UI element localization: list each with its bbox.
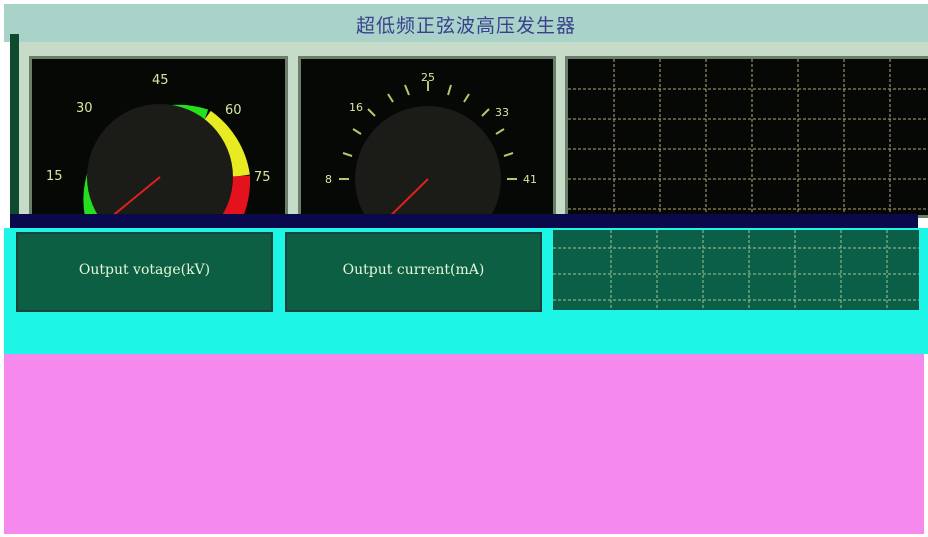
voltage-label-panel — [16, 232, 273, 312]
voltage-scale-label: 75 — [254, 170, 271, 185]
voltage-scale-label: 45 — [152, 73, 169, 88]
current-scale-label: 33 — [495, 106, 509, 119]
title-bar: 超低频正弦波高压发生器 — [4, 4, 928, 42]
current-tick-ring — [339, 81, 517, 180]
waveform-panel-lower — [553, 230, 919, 310]
window-title: 超低频正弦波高压发生器 — [355, 15, 576, 37]
current-label-panel — [285, 232, 542, 312]
left-edge-strip — [10, 34, 19, 244]
current-dial-face — [355, 106, 501, 252]
current-scale-label: 25 — [421, 71, 435, 84]
voltage-gauge-panel: 0 15 30 45 60 75 90 0 — [29, 56, 288, 255]
voltage-scale-label: 30 — [76, 101, 93, 116]
current-scale-label: 41 — [523, 173, 537, 186]
waveform-gridlines-lower — [553, 230, 919, 310]
voltage-yellow-zone — [198, 110, 250, 178]
current-scale-label: 8 — [325, 173, 332, 186]
waveform-grid — [568, 59, 928, 215]
current-gauge-panel: 0 8 16 25 33 41 50 1 — [298, 56, 556, 260]
voltage-gauge: 0 15 30 45 60 75 90 0 — [46, 73, 271, 255]
voltage-gauge-label: Output votage(kV) — [78, 262, 211, 278]
waveform-grid-lower — [553, 230, 919, 310]
waveform-gridlines — [568, 59, 928, 215]
voltage-scale-label: 60 — [225, 103, 242, 118]
current-scale-label: 16 — [349, 101, 363, 114]
display-artifact-magenta — [4, 354, 924, 534]
waveform-panel — [565, 56, 928, 218]
voltage-scale-label: 15 — [46, 169, 63, 184]
current-gauge-label: Output current(mA) — [342, 262, 485, 278]
current-gauge: 0 8 16 25 33 41 50 1 — [325, 71, 537, 260]
